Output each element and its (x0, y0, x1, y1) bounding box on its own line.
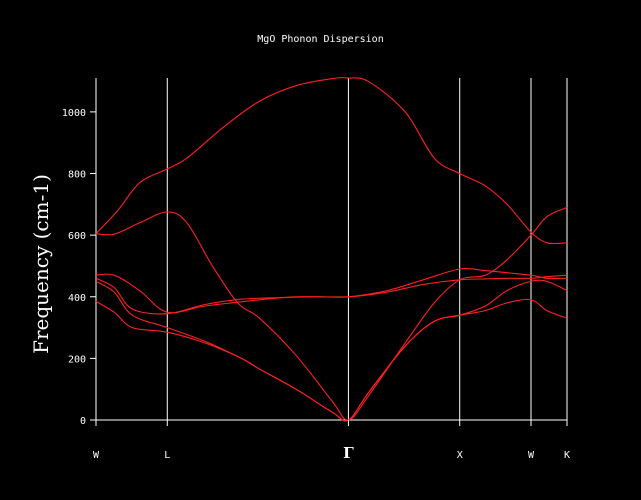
x-tick-label: W (528, 450, 535, 461)
band-4 (95, 267, 568, 315)
y-tick-label: 200 (68, 354, 86, 365)
band-6 (95, 298, 568, 422)
x-tick-label: X (457, 450, 463, 461)
y-tick-label: 400 (68, 293, 86, 304)
y-tick-label: 0 (80, 416, 86, 427)
band-lines (95, 77, 568, 422)
x-tick-label: L (164, 450, 170, 461)
x-tick-label: W (93, 450, 100, 461)
x-tick-label: Γ (343, 444, 354, 462)
x-tick-label: K (564, 450, 570, 461)
plot-frame (95, 78, 568, 421)
band-1 (95, 77, 568, 245)
axes: W L Γ X W K 0 200 400 600 800 1000 (62, 108, 570, 462)
band-3 (95, 273, 568, 314)
band-2 (95, 206, 568, 421)
y-tick-label: 600 (68, 231, 86, 242)
chart-title: MgO Phonon Dispersion (257, 34, 384, 45)
y-tick-label: 1000 (62, 108, 86, 119)
y-tick-label: 800 (68, 170, 86, 181)
